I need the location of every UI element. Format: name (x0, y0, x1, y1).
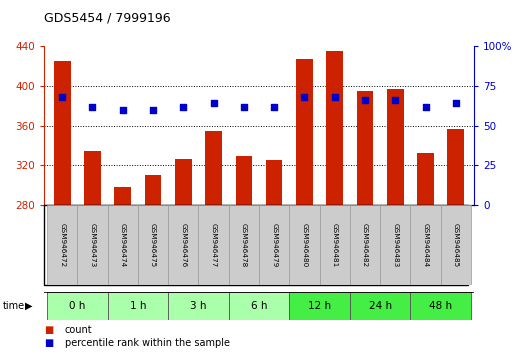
Text: ▶: ▶ (25, 301, 32, 311)
Bar (266, 160, 282, 205)
Point (361, 97, 369, 103)
Text: GSM946482: GSM946482 (362, 223, 368, 267)
Bar (84, 150, 101, 205)
Point (330, 94, 339, 100)
Text: 6 h: 6 h (251, 301, 267, 311)
FancyBboxPatch shape (44, 205, 468, 285)
Bar (114, 187, 131, 205)
Text: GSM946480: GSM946480 (301, 223, 307, 267)
FancyBboxPatch shape (410, 205, 441, 285)
Text: GSM946475: GSM946475 (150, 223, 156, 267)
Text: GSM946476: GSM946476 (180, 223, 186, 267)
Text: ■: ■ (44, 325, 53, 335)
Text: time: time (3, 301, 25, 311)
Bar (236, 155, 252, 205)
Text: 1 h: 1 h (130, 301, 146, 311)
FancyBboxPatch shape (289, 292, 350, 320)
FancyBboxPatch shape (168, 292, 229, 320)
Bar (296, 59, 313, 205)
FancyBboxPatch shape (380, 205, 410, 285)
FancyBboxPatch shape (47, 292, 108, 320)
FancyBboxPatch shape (108, 292, 168, 320)
Text: GSM946479: GSM946479 (271, 223, 277, 267)
Point (149, 107, 157, 113)
FancyBboxPatch shape (320, 205, 350, 285)
Text: percentile rank within the sample: percentile rank within the sample (65, 338, 230, 348)
Bar (175, 159, 192, 205)
Point (89, 104, 97, 109)
FancyBboxPatch shape (410, 292, 471, 320)
Text: 12 h: 12 h (308, 301, 331, 311)
FancyBboxPatch shape (229, 205, 259, 285)
FancyBboxPatch shape (229, 292, 289, 320)
FancyBboxPatch shape (198, 205, 229, 285)
Bar (417, 153, 434, 205)
FancyBboxPatch shape (350, 292, 410, 320)
Point (58, 94, 66, 100)
Bar (357, 91, 373, 205)
Text: GSM946481: GSM946481 (332, 223, 338, 267)
Bar (448, 129, 464, 205)
Point (179, 104, 188, 109)
Text: GSM946477: GSM946477 (211, 223, 217, 267)
Text: count: count (65, 325, 92, 335)
Bar (54, 61, 70, 205)
Bar (387, 89, 404, 205)
Text: 0 h: 0 h (69, 301, 85, 311)
FancyBboxPatch shape (108, 205, 138, 285)
Point (421, 104, 429, 109)
FancyBboxPatch shape (138, 205, 168, 285)
Bar (326, 51, 343, 205)
Text: GSM946472: GSM946472 (59, 223, 65, 267)
Text: 48 h: 48 h (429, 301, 452, 311)
Point (240, 104, 248, 109)
Text: GSM946474: GSM946474 (120, 223, 126, 267)
FancyBboxPatch shape (350, 205, 380, 285)
Text: GSM946483: GSM946483 (392, 223, 398, 267)
FancyBboxPatch shape (77, 205, 108, 285)
Text: GDS5454 / 7999196: GDS5454 / 7999196 (44, 12, 170, 25)
Text: 3 h: 3 h (190, 301, 207, 311)
Bar (205, 131, 222, 205)
FancyBboxPatch shape (259, 205, 289, 285)
Point (119, 107, 127, 113)
FancyBboxPatch shape (441, 205, 471, 285)
Text: GSM946484: GSM946484 (423, 223, 428, 267)
Point (391, 97, 399, 103)
Text: ■: ■ (44, 338, 53, 348)
FancyBboxPatch shape (289, 205, 320, 285)
Bar (145, 176, 161, 205)
Text: 24 h: 24 h (368, 301, 392, 311)
Point (209, 101, 218, 106)
FancyBboxPatch shape (47, 205, 77, 285)
Point (452, 101, 460, 106)
Point (270, 104, 278, 109)
Text: GSM946485: GSM946485 (453, 223, 459, 267)
Point (300, 94, 309, 100)
Text: GSM946473: GSM946473 (90, 223, 95, 267)
FancyBboxPatch shape (168, 205, 198, 285)
Text: GSM946478: GSM946478 (241, 223, 247, 267)
